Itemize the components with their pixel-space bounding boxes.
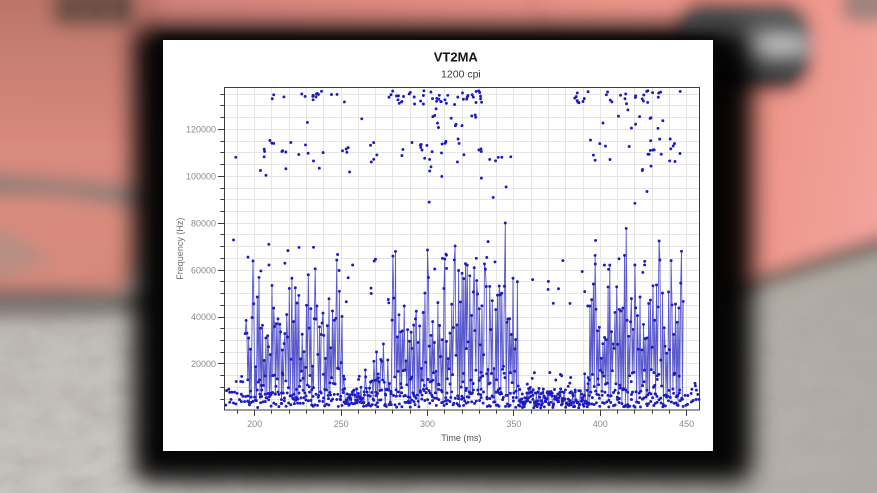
- svg-text:Frequency (Hz): Frequency (Hz): [175, 218, 185, 280]
- svg-text:200: 200: [247, 419, 262, 429]
- svg-text:350: 350: [506, 419, 521, 429]
- svg-text:80000: 80000: [191, 218, 216, 228]
- svg-text:450: 450: [679, 419, 694, 429]
- svg-text:60000: 60000: [191, 265, 216, 275]
- svg-text:120000: 120000: [186, 125, 216, 135]
- svg-text:1200 cpi: 1200 cpi: [441, 69, 481, 81]
- svg-text:20000: 20000: [191, 359, 216, 369]
- svg-text:100000: 100000: [186, 172, 216, 182]
- svg-text:40000: 40000: [191, 312, 216, 322]
- svg-text:400: 400: [593, 419, 608, 429]
- svg-text:250: 250: [334, 419, 349, 429]
- svg-text:Time (ms): Time (ms): [441, 433, 481, 443]
- svg-text:300: 300: [420, 419, 435, 429]
- svg-text:VT2MA: VT2MA: [434, 49, 479, 64]
